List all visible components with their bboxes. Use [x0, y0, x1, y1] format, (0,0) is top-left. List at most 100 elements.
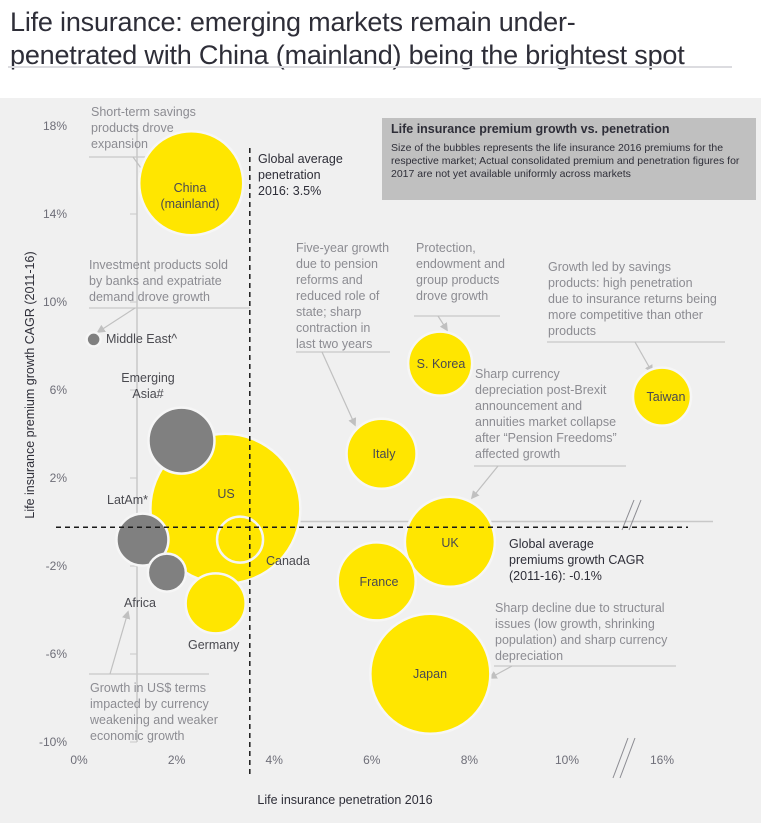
- legend-text: Size of the bubbles represents the life …: [391, 142, 740, 180]
- annotation-middle-east-line: Investment products sold: [89, 258, 228, 272]
- annotation-japan-line: depreciation: [495, 649, 563, 663]
- y-tick-label: 14%: [43, 207, 67, 221]
- axis-break-mark: [628, 499, 642, 531]
- bubble-middle-east: [85, 331, 102, 348]
- reference-label-penetration-line: penetration: [258, 168, 321, 182]
- bubble-label-line: (mainland): [160, 197, 219, 211]
- legend-title: Life insurance premium growth vs. penetr…: [391, 122, 670, 136]
- y-tick-label: 6%: [50, 383, 68, 397]
- x-tick-label: 16%: [650, 753, 674, 767]
- x-tick-label: 2%: [168, 753, 186, 767]
- annotation-italy-line: last two years: [296, 337, 372, 351]
- annotation-africa-line: impacted by currency: [90, 697, 210, 711]
- legend-box: Life insurance premium growth vs. penetr…: [382, 118, 756, 200]
- bubble-label: Canada: [266, 554, 310, 568]
- bubble-label: Japan: [413, 667, 447, 681]
- annotation-arrow: [96, 307, 136, 333]
- bubble-label: S. Korea: [417, 357, 466, 371]
- annotation-taiwan-line: more competitive than other: [548, 308, 703, 322]
- annotation-italy-line: reduced role of: [296, 289, 380, 303]
- y-tick-label: -2%: [46, 559, 68, 573]
- annotation-uk-line: Sharp currency: [475, 367, 561, 381]
- annotation-arrow: [109, 610, 131, 675]
- annotation-taiwan-line: products: [548, 324, 596, 338]
- reference-label-penetration-line: Global average: [258, 152, 343, 166]
- annotation-arrow: [321, 351, 357, 427]
- x-axis-label: Life insurance penetration 2016: [257, 793, 432, 807]
- x-tick-label: 0%: [70, 753, 88, 767]
- bubble-label: US: [217, 487, 234, 501]
- annotation-taiwan-line: products: high penetration: [548, 276, 693, 290]
- annotation-italy-line: Five-year growth: [296, 241, 389, 255]
- axis-break-mark: [619, 737, 636, 779]
- bubble-taiwan: [631, 366, 693, 427]
- annotation-china-mainland-line: products drove: [91, 121, 174, 135]
- bubble-label: UK: [441, 536, 459, 550]
- annotation-italy-line: reforms and: [296, 273, 363, 287]
- annotation-italy-line: state; sharp: [296, 305, 361, 319]
- annotation-uk-line: affected growth: [475, 447, 560, 461]
- title-line-2: penetrated with China (mainland) being t…: [10, 40, 685, 70]
- x-tick-label: 4%: [266, 753, 284, 767]
- annotation-middle-east-line: by banks and expatriate: [89, 274, 222, 288]
- bubble-germany: [184, 572, 247, 635]
- annotation-arrow: [488, 665, 513, 679]
- y-tick-label: 2%: [50, 471, 68, 485]
- bubble-label: LatAm*: [107, 493, 148, 507]
- bubble-canada: [215, 515, 265, 564]
- annotation-africa-line: Growth in US$ terms: [90, 681, 206, 695]
- bubble-label: Taiwan: [647, 390, 686, 404]
- annotation-s-korea-line: group products: [416, 273, 499, 287]
- annotation-japan-line: issues (low growth, shrinking: [495, 617, 655, 631]
- bubble-label: Italy: [373, 447, 397, 461]
- bubble-africa: [146, 552, 188, 593]
- annotation-arrow: [470, 465, 499, 500]
- bubble-uk: [403, 495, 497, 589]
- bubble-label: Africa: [124, 596, 156, 610]
- annotation-taiwan-line: Growth led by savings: [548, 260, 671, 274]
- reference-label-growth-line: (2011-16): -0.1%: [509, 569, 602, 583]
- y-tick-label: 18%: [43, 119, 67, 133]
- reference-label-growth-line: Global average: [509, 537, 594, 551]
- annotation-italy-line: due to pension: [296, 257, 378, 271]
- x-tick-label: 8%: [461, 753, 479, 767]
- reference-label-growth-line: premiums growth CAGR: [509, 553, 644, 567]
- bubble-label-line: Emerging: [121, 371, 175, 385]
- bubble-s-korea: [406, 330, 474, 397]
- x-tick-label: 10%: [555, 753, 579, 767]
- axis-break-mark: [621, 499, 635, 531]
- annotation-africa-line: weakening and weaker: [89, 713, 218, 727]
- title-underline: [8, 66, 732, 68]
- annotation-middle-east-line: demand drove growth: [89, 290, 210, 304]
- x-tick-label: 6%: [363, 753, 381, 767]
- annotation-uk-line: depreciation post-Brexit: [475, 383, 607, 397]
- annotation-taiwan-line: due to insurance returns being: [548, 292, 717, 306]
- y-tick-label: -6%: [46, 647, 68, 661]
- bubble-label-line: China: [174, 181, 207, 195]
- bubble-label: Germany: [188, 638, 240, 652]
- annotation-china-mainland-line: Short-term savings: [91, 105, 196, 119]
- annotation-japan-line: Sharp decline due to structural: [495, 601, 665, 615]
- annotation-s-korea-line: Protection,: [416, 241, 476, 255]
- bubble-emerging-asia: [147, 406, 216, 475]
- title-line-1: Life insurance: emerging markets remain …: [10, 7, 576, 37]
- bubble-japan: [369, 612, 492, 736]
- annotation-japan-line: population) and sharp currency: [495, 633, 668, 647]
- bubble-label-line: Asia#: [132, 387, 163, 401]
- annotation-s-korea-line: endowment and: [416, 257, 505, 271]
- bubble-france: [336, 541, 417, 622]
- page-title: Life insurance: emerging markets remain …: [10, 6, 750, 72]
- annotation-uk-line: annuities market collapse: [475, 415, 616, 429]
- annotation-italy-line: contraction in: [296, 321, 370, 335]
- annotation-china-mainland-line: expansion: [91, 137, 148, 151]
- bubble-italy: [345, 417, 418, 491]
- bubble-china-mainland: [137, 129, 245, 237]
- axis-break-mark: [612, 737, 629, 779]
- reference-label-penetration-line: 2016: 3.5%: [258, 184, 321, 198]
- annotation-africa-line: economic growth: [90, 729, 185, 743]
- annotation-s-korea-line: drove growth: [416, 289, 488, 303]
- y-tick-label: -10%: [39, 735, 67, 749]
- annotation-arrow: [437, 315, 448, 332]
- annotation-arrow: [634, 341, 653, 374]
